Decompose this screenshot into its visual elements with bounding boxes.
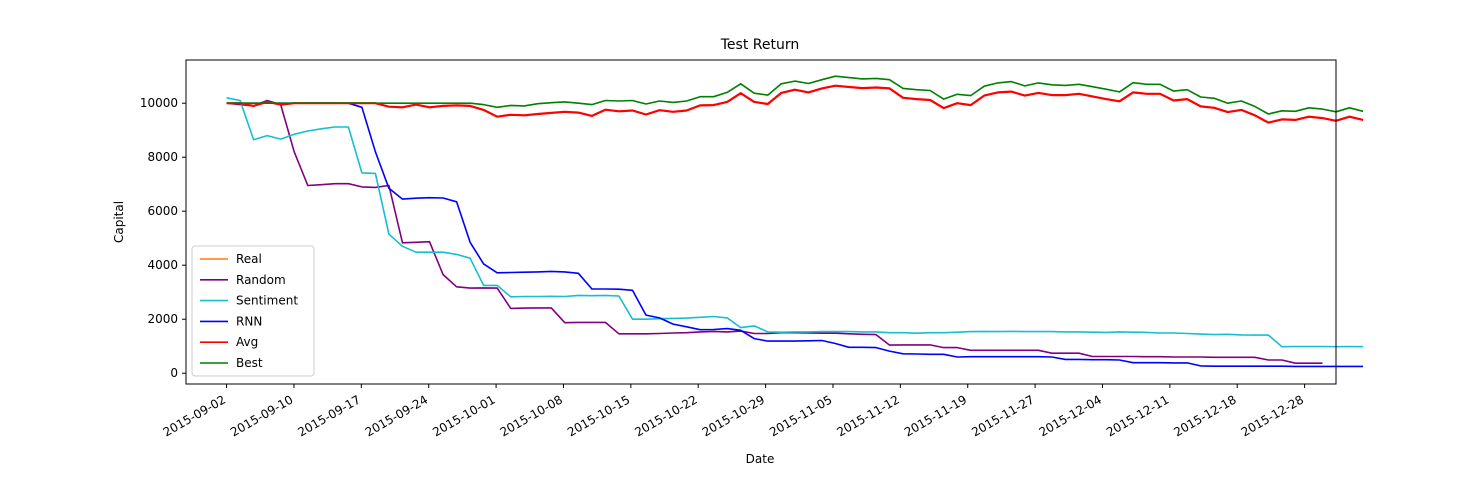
x-tick-label: 2015-09-17	[295, 392, 362, 439]
x-tick-label: 2015-12-18	[1171, 392, 1238, 439]
legend-label-random: Random	[236, 273, 286, 287]
series-line-rnn	[226, 102, 1364, 368]
x-tick-label: 2015-10-29	[700, 392, 767, 439]
x-axis-label: Date	[746, 452, 775, 466]
chart-title: Test Return	[720, 37, 799, 53]
x-tick-label: 2015-12-28	[1239, 392, 1306, 439]
legend-box	[191, 245, 315, 377]
legend: Real Random Sentiment RNN Avg Best	[191, 245, 315, 377]
legend-label-sentiment: Sentiment	[236, 294, 298, 308]
plot-frame	[185, 59, 1337, 385]
legend-label-best: Best	[236, 356, 263, 370]
series-line-random	[226, 99, 1323, 365]
y-tick-label: 10000	[140, 96, 178, 110]
series-line-best	[226, 75, 1364, 115]
x-tick-label: 2015-12-11	[1104, 392, 1171, 439]
x-tick-label: 2015-09-02	[161, 392, 228, 439]
y-axis-label: Capital	[112, 201, 126, 243]
x-tick-label: 2015-09-24	[363, 392, 430, 439]
x-tick-label: 2015-11-27	[969, 392, 1036, 439]
x-tick-label: 2015-11-19	[902, 392, 969, 439]
x-tick-label: 2015-10-15	[565, 392, 632, 439]
x-tick-label: 2015-10-08	[498, 392, 565, 439]
legend-label-rnn: RNN	[236, 314, 262, 328]
series-line-avg	[226, 84, 1364, 124]
legend-label-avg: Avg	[236, 335, 258, 349]
x-tick-label: 2015-10-22	[632, 392, 699, 439]
y-tick-label: 0	[170, 366, 178, 380]
legend-label-real: Real	[236, 252, 262, 266]
y-tick-label: 2000	[147, 312, 178, 326]
x-tick-label: 2015-11-05	[767, 392, 834, 439]
y-tick-label: 6000	[147, 204, 178, 218]
series-line-sentiment	[226, 97, 1364, 348]
x-tick-label: 2015-10-01	[430, 392, 497, 439]
x-tick-label: 2015-09-10	[228, 392, 295, 439]
series-line-real	[226, 84, 1364, 124]
x-tick-label: 2015-12-04	[1037, 392, 1104, 439]
y-tick-label: 4000	[147, 258, 178, 272]
x-tick-label: 2015-11-12	[834, 392, 901, 439]
y-tick-label: 8000	[147, 150, 178, 164]
